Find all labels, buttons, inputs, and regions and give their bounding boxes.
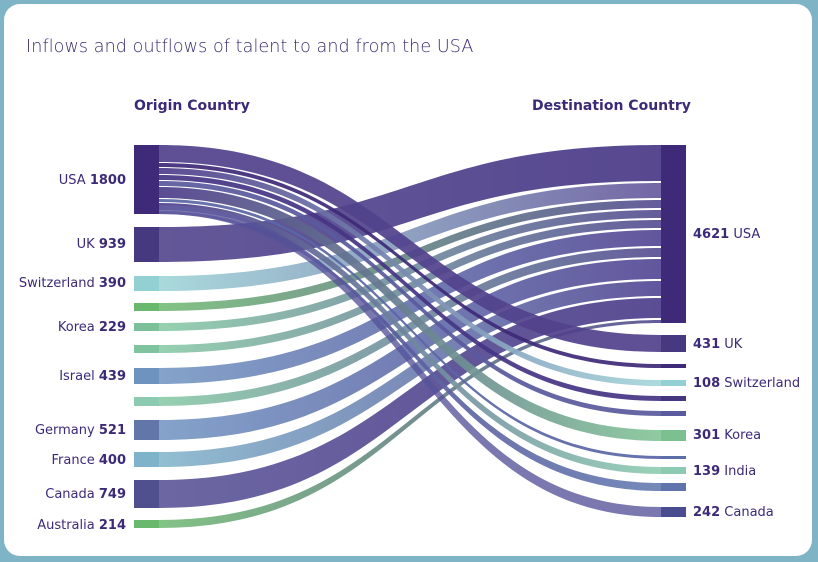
destination-node-bars	[661, 145, 686, 517]
dest-label-korea: 301 Korea	[693, 428, 762, 443]
node-origin-uk	[134, 227, 159, 262]
node-dest-usa	[661, 145, 686, 323]
node-dest-uk	[661, 335, 686, 352]
node-dest-canada	[661, 507, 686, 517]
chart-title: Inflows and outflows of talent to and fr…	[26, 37, 474, 57]
dest-label-usa: 4621 USA	[693, 227, 761, 242]
node-origin-switzerland	[134, 276, 159, 291]
origin-header: Origin Country	[134, 98, 250, 114]
origin-label-australia: Australia 214	[37, 518, 126, 533]
origin-label-canada: Canada 749	[45, 487, 126, 502]
origin-label-usa: USA 1800	[58, 173, 126, 188]
flows-from-usa	[159, 145, 661, 517]
origin-label-korea: Korea 229	[57, 320, 126, 335]
node-origin-korea	[134, 323, 159, 331]
origin-node-bars	[134, 145, 159, 528]
dest-label-canada: 242 Canada	[693, 505, 774, 520]
node-dest-switzerland	[661, 380, 686, 386]
origin-label-uk: UK 939	[76, 237, 126, 252]
destination-header: Destination Country	[532, 98, 691, 114]
node-dest-korea	[661, 430, 686, 441]
node-origin-israel	[134, 368, 159, 384]
node-origin-canada	[134, 480, 159, 508]
node-origin-australia	[134, 520, 159, 528]
dest-label-india: 139 India	[693, 464, 757, 479]
origin-label-germany: Germany 521	[34, 423, 126, 438]
node-origin-germany	[134, 420, 159, 440]
node-origin-france	[134, 452, 159, 467]
dest-label-uk: 431 UK	[693, 337, 743, 352]
node-dest-india	[661, 467, 686, 474]
origin-label-israel: Israel 439	[59, 369, 126, 384]
origin-label-switzerland: Switzerland 390	[18, 276, 126, 291]
dest-label-switzerland: 108 Switzerland	[693, 376, 801, 391]
node-origin-usa	[134, 145, 159, 214]
origin-label-france: France 400	[51, 453, 126, 468]
